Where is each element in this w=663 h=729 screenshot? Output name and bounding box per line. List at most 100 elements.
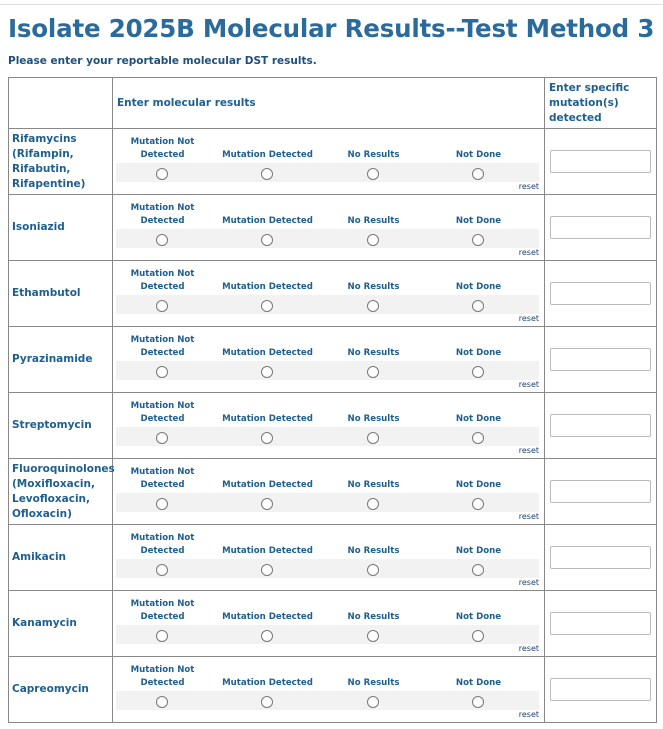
option-label: No Results bbox=[347, 612, 400, 622]
drug-name: Fluoroquinolones (Moxifloxacin, Levoflox… bbox=[12, 462, 115, 520]
result-options: Mutation Not Detected Mutation Detected No… bbox=[113, 393, 544, 458]
option-label: Mutation Detected bbox=[222, 678, 313, 688]
header-results-label: Enter molecular results bbox=[117, 97, 256, 109]
radio-option[interactable] bbox=[367, 168, 379, 180]
reset-link[interactable]: reset bbox=[518, 446, 539, 455]
radio-option[interactable] bbox=[261, 366, 273, 378]
radio-option[interactable] bbox=[261, 498, 273, 510]
option-label: Not Done bbox=[455, 678, 502, 688]
mutation-input[interactable] bbox=[550, 480, 651, 503]
option-label: Mutation Not Detected bbox=[130, 533, 195, 556]
radio-band bbox=[116, 691, 539, 710]
radio-option[interactable] bbox=[367, 300, 379, 312]
radio-option[interactable] bbox=[367, 498, 379, 510]
radio-option[interactable] bbox=[367, 564, 379, 576]
mutation-input[interactable] bbox=[550, 150, 651, 173]
radio-option[interactable] bbox=[156, 498, 168, 510]
option-label: No Results bbox=[347, 678, 400, 688]
radio-option[interactable] bbox=[472, 234, 484, 246]
option-label: Not Done bbox=[455, 282, 502, 292]
option-label: Mutation Detected bbox=[222, 414, 313, 424]
radio-option[interactable] bbox=[261, 300, 273, 312]
radio-option[interactable] bbox=[156, 630, 168, 642]
mutation-input[interactable] bbox=[550, 546, 651, 569]
radio-option[interactable] bbox=[472, 564, 484, 576]
table-row: Kanamycin Mutation Not Detected Mutation … bbox=[8, 590, 657, 657]
reset-link[interactable]: reset bbox=[518, 248, 539, 257]
table-row: Capreomycin Mutation Not Detected Mutatio… bbox=[8, 656, 657, 723]
top-divider bbox=[0, 4, 663, 5]
radio-option[interactable] bbox=[261, 234, 273, 246]
mutation-input[interactable] bbox=[550, 678, 651, 701]
drug-name: Capreomycin bbox=[12, 683, 89, 695]
option-label: No Results bbox=[347, 480, 400, 490]
radio-option[interactable] bbox=[261, 564, 273, 576]
reset-link[interactable]: reset bbox=[518, 182, 539, 191]
option-label: No Results bbox=[347, 150, 400, 160]
reset-link[interactable]: reset bbox=[518, 710, 539, 719]
radio-band bbox=[116, 163, 539, 182]
option-label: Not Done bbox=[455, 480, 502, 490]
radio-option[interactable] bbox=[367, 366, 379, 378]
radio-band bbox=[116, 625, 539, 644]
radio-option[interactable] bbox=[472, 366, 484, 378]
reset-link[interactable]: reset bbox=[518, 380, 539, 389]
radio-option[interactable] bbox=[156, 696, 168, 708]
header-results: Enter molecular results bbox=[112, 77, 545, 129]
radio-option[interactable] bbox=[261, 432, 273, 444]
radio-option[interactable] bbox=[156, 300, 168, 312]
result-options: Mutation Not Detected Mutation Detected No… bbox=[113, 261, 544, 326]
result-options: Mutation Not Detected Mutation Detected No… bbox=[113, 195, 544, 260]
radio-band bbox=[116, 361, 539, 380]
radio-option[interactable] bbox=[367, 234, 379, 246]
mutation-input[interactable] bbox=[550, 216, 651, 239]
result-options: Mutation Not Detected Mutation Detected No… bbox=[113, 459, 544, 524]
drug-name: Pyrazinamide bbox=[12, 353, 93, 365]
radio-option[interactable] bbox=[472, 168, 484, 180]
option-label: Not Done bbox=[455, 216, 502, 226]
mutation-input[interactable] bbox=[550, 612, 651, 635]
radio-option[interactable] bbox=[472, 498, 484, 510]
radio-option[interactable] bbox=[367, 630, 379, 642]
mutation-input[interactable] bbox=[550, 282, 651, 305]
radio-option[interactable] bbox=[156, 366, 168, 378]
result-options: Mutation Not Detected Mutation Detected No… bbox=[113, 591, 544, 656]
radio-option[interactable] bbox=[367, 432, 379, 444]
radio-option[interactable] bbox=[156, 234, 168, 246]
radio-option[interactable] bbox=[472, 630, 484, 642]
option-label: Mutation Detected bbox=[222, 546, 313, 556]
reset-link[interactable]: reset bbox=[518, 314, 539, 323]
radio-option[interactable] bbox=[261, 168, 273, 180]
radio-option[interactable] bbox=[261, 696, 273, 708]
radio-option[interactable] bbox=[156, 564, 168, 576]
option-label: Mutation Not Detected bbox=[130, 335, 195, 358]
mutation-input[interactable] bbox=[550, 414, 651, 437]
radio-option[interactable] bbox=[472, 432, 484, 444]
reset-link[interactable]: reset bbox=[518, 512, 539, 521]
option-label: Not Done bbox=[455, 348, 502, 358]
reset-link[interactable]: reset bbox=[518, 644, 539, 653]
page-subtitle: Please enter your reportable molecular D… bbox=[8, 55, 317, 67]
option-label: No Results bbox=[347, 348, 400, 358]
radio-option[interactable] bbox=[367, 696, 379, 708]
page-title: Isolate 2025B Molecular Results--Test Me… bbox=[8, 14, 655, 43]
table-row: Amikacin Mutation Not Detected Mutation D… bbox=[8, 524, 657, 591]
option-label: Mutation Detected bbox=[222, 480, 313, 490]
radio-option[interactable] bbox=[472, 300, 484, 312]
reset-link[interactable]: reset bbox=[518, 578, 539, 587]
option-label: Mutation Not Detected bbox=[130, 269, 195, 292]
drug-name: Amikacin bbox=[12, 551, 67, 563]
option-label: No Results bbox=[347, 414, 400, 424]
radio-option[interactable] bbox=[261, 630, 273, 642]
result-options: Mutation Not Detected Mutation Detected No… bbox=[113, 525, 544, 590]
mutation-input[interactable] bbox=[550, 348, 651, 371]
drug-name: Kanamycin bbox=[12, 617, 77, 629]
radio-option[interactable] bbox=[156, 168, 168, 180]
radio-option[interactable] bbox=[156, 432, 168, 444]
option-label: No Results bbox=[347, 546, 400, 556]
option-label: Not Done bbox=[455, 414, 502, 424]
option-label: No Results bbox=[347, 216, 400, 226]
option-label: Mutation Detected bbox=[222, 150, 313, 160]
header-mutations-label: Enter specific mutation(s) detected bbox=[549, 81, 630, 124]
radio-option[interactable] bbox=[472, 696, 484, 708]
